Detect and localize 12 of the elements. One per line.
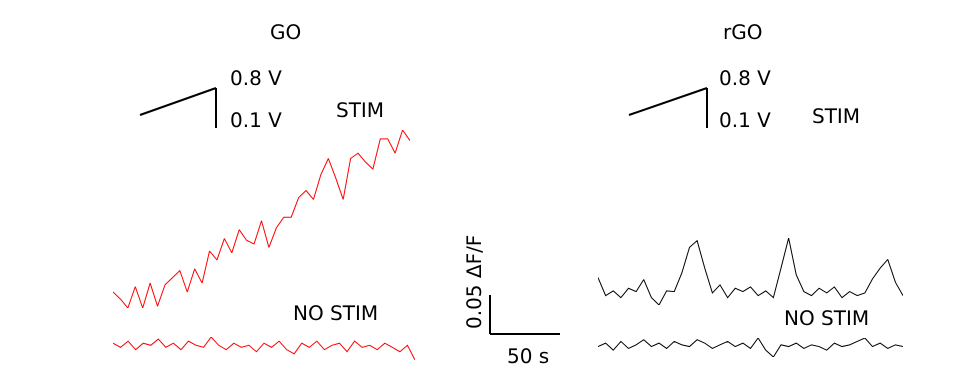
text: 0.05 ΔF/F xyxy=(462,234,486,329)
text: 0.1 V xyxy=(719,108,772,132)
text: 50 s xyxy=(507,344,550,368)
text: STIM xyxy=(812,104,860,128)
annotation: 0.1 V xyxy=(230,108,282,132)
text: 0.8 V xyxy=(230,66,282,90)
chart-title: GO xyxy=(270,20,302,44)
text: 0.8 V xyxy=(719,66,772,90)
annotation: NO STIM xyxy=(293,301,378,325)
chart-title: rGO xyxy=(723,20,762,44)
text: STIM xyxy=(336,98,384,122)
text: NO STIM xyxy=(784,306,870,330)
